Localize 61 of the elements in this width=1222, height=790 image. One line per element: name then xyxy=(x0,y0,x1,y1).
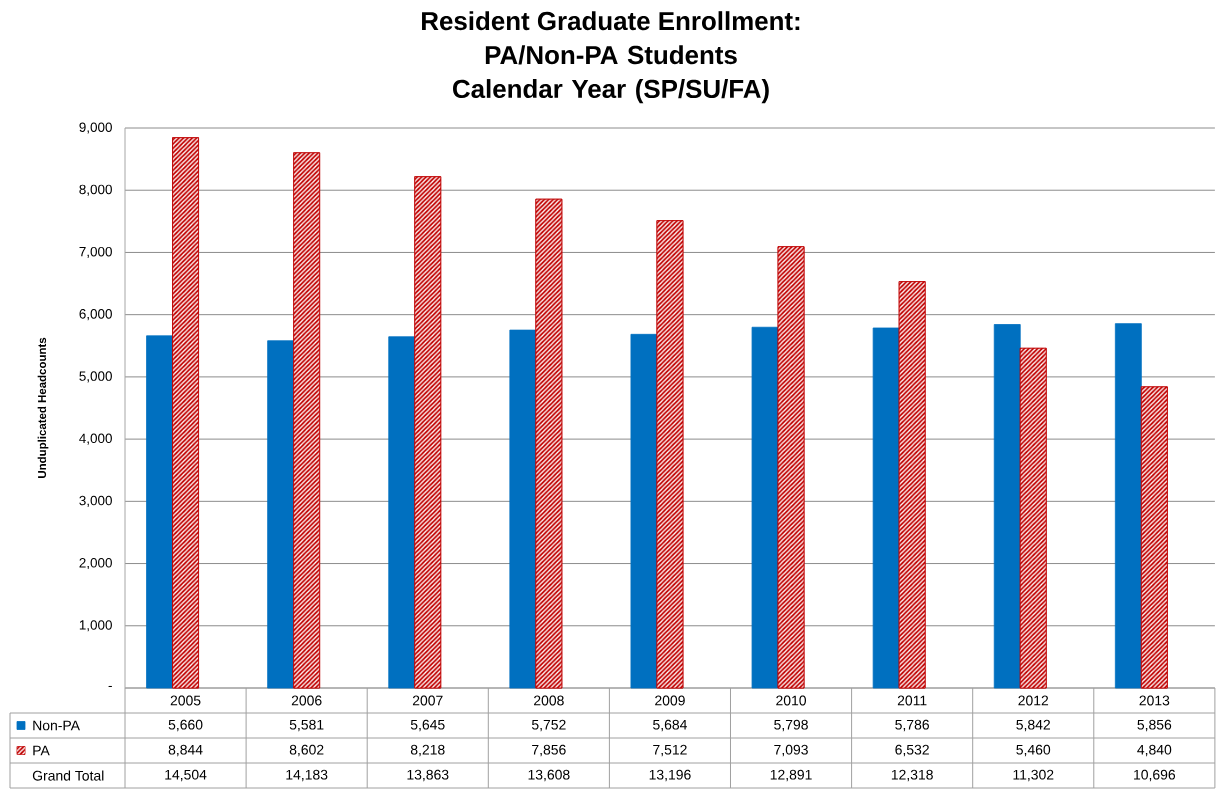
bar xyxy=(267,340,295,689)
bar xyxy=(146,335,173,689)
data-label: 5,786 xyxy=(895,719,929,732)
data-label: 5,645 xyxy=(410,719,445,732)
text: 14,183 xyxy=(286,769,328,782)
text: 13,863 xyxy=(407,769,449,782)
bar xyxy=(751,326,779,689)
text: 12,891 xyxy=(770,769,812,782)
data-label: 5,798 xyxy=(774,719,808,732)
text: 10,696 xyxy=(1134,769,1176,782)
y-tick-label: 8,000 xyxy=(79,184,112,196)
text: 13,196 xyxy=(649,769,691,782)
bar xyxy=(872,327,900,689)
data-label: 7,856 xyxy=(532,744,566,757)
y-tick-label: 6,000 xyxy=(79,309,112,321)
y-tick-label: 2,000 xyxy=(79,558,112,570)
y-tick-label: 9,000 xyxy=(79,122,112,134)
y-axis-title: Unduplicated Headcounts xyxy=(37,337,49,478)
data-label: 5,684 xyxy=(653,719,687,732)
x-tick-label: 2006 xyxy=(291,695,322,706)
text: 12,318 xyxy=(891,769,933,782)
chart-subtitle: PA/Non-PA Students Calendar Year (SP/SU/FA) xyxy=(453,45,769,104)
data-label: 5,660 xyxy=(168,719,203,732)
x-tick-label: 2012 xyxy=(1018,695,1049,706)
text: Grand Total xyxy=(32,770,104,781)
data-label: 5,856 xyxy=(1137,719,1172,732)
y-tick-label: 7,000 xyxy=(79,246,112,258)
x-tick-label: 2005 xyxy=(170,695,201,706)
y-tick-label: 5,000 xyxy=(79,371,112,383)
chart-title: Resident Graduate Enrollment: xyxy=(422,11,800,31)
bar xyxy=(630,333,658,689)
x-tick-label: 2009 xyxy=(655,695,685,706)
data-label: 8,602 xyxy=(289,744,324,757)
y-tick-label: 3,000 xyxy=(79,495,112,507)
bar xyxy=(993,324,1021,689)
data-label: 5,581 xyxy=(289,719,324,732)
data-label: 4,840 xyxy=(1137,744,1172,757)
data-label: 5,752 xyxy=(531,719,566,732)
x-tick-label: 2013 xyxy=(1139,695,1170,706)
x-tick-label: 2010 xyxy=(776,695,807,706)
bar xyxy=(1114,323,1142,689)
legend-label: PA xyxy=(33,745,50,756)
data-label: 5,842 xyxy=(1016,719,1050,732)
text: 14,504 xyxy=(165,769,207,782)
data-label: 6,532 xyxy=(895,744,929,757)
bar xyxy=(509,329,537,689)
data-label: 5,460 xyxy=(1016,744,1051,757)
data-label: 7,093 xyxy=(774,744,808,757)
x-tick-label: 2011 xyxy=(897,695,927,706)
y-tick-label: - xyxy=(108,685,112,687)
text: 13,608 xyxy=(528,769,570,782)
bar xyxy=(388,336,416,689)
legend-label: Non-PA xyxy=(33,720,80,731)
x-tick-label: 2008 xyxy=(534,695,564,706)
data-label: 7,512 xyxy=(653,744,687,757)
data-label: 8,844 xyxy=(168,744,203,757)
data-label: 8,218 xyxy=(410,744,445,757)
y-tick-label: 4,000 xyxy=(79,433,112,445)
y-tick-label: 1,000 xyxy=(79,620,112,632)
x-tick-label: 2007 xyxy=(412,695,443,706)
text: 11,302 xyxy=(1013,769,1054,782)
